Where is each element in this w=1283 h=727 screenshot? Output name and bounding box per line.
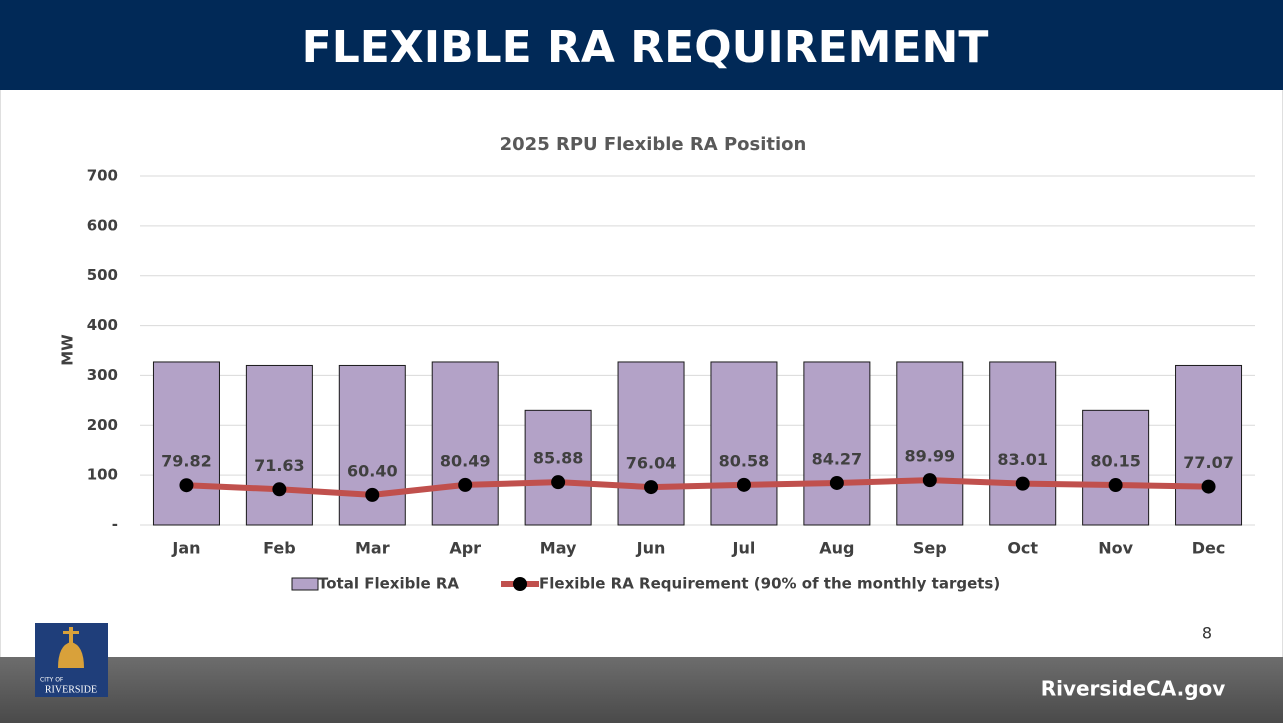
bar [1082,409,1150,526]
legend-marker [513,577,528,591]
data-label: 83.01 [997,450,1048,469]
logo-bell [58,642,84,668]
logo: CITY OF RIVERSIDE [35,623,108,697]
x-tick-label: Nov [1098,539,1133,558]
data-label: 80.58 [719,451,770,470]
line [186,477,1209,498]
line-marker [551,475,566,490]
y-tick-label: 100 [87,466,118,484]
legend-label: Flexible RA Requirement (90% of the mont… [539,575,1000,593]
line-marker [458,477,473,492]
bar [431,361,499,526]
legend-label: Total Flexible RA [318,575,459,593]
data-label: 71.63 [254,456,305,475]
data-label: 77.07 [1183,453,1234,472]
x-tick-label: Jan [171,539,200,558]
x-tick-label: Aug [819,539,854,558]
y-tick-label: 400 [87,316,118,334]
data-label: 85.88 [533,449,584,468]
data-label: 80.49 [440,451,491,470]
x-tick-label: Apr [449,539,481,558]
line-marker [1108,478,1123,493]
line-marker [736,477,751,492]
logo-text: CITY OF [40,677,64,684]
y-tick-label: 700 [87,167,118,185]
bar [710,361,778,526]
y-tick-label: 300 [87,366,118,384]
x-tick-label: Dec [1192,539,1226,558]
x-tick-label: Jun [636,539,666,558]
x-tick-label: Mar [355,539,390,558]
page-number: 8 [1202,624,1212,643]
chart-title: 2025 RPU Flexible RA Position [500,134,807,155]
line-marker [922,473,937,488]
bar [617,361,685,526]
data-label: 80.15 [1090,452,1141,471]
bar [152,361,220,526]
legend-swatch [291,577,319,591]
x-tick-label: May [540,539,577,558]
logo-cross [69,627,73,643]
data-label: 84.27 [812,449,863,468]
bar [896,361,964,526]
y-tick-label: 200 [87,416,118,434]
data-label: 60.40 [347,461,398,480]
line-marker [1015,476,1030,491]
x-tick-label: Oct [1007,539,1038,558]
y-tick-label: 500 [87,266,118,284]
line-marker [179,478,194,493]
line-marker [644,480,659,495]
bar [524,409,592,526]
footer-band [0,657,1283,723]
y-tick-label: 600 [87,216,118,234]
line-marker [829,475,844,490]
y-tick-label: - [112,516,118,534]
data-label: 89.99 [904,447,955,466]
bar [803,361,871,526]
slide-title: FLEXIBLE RA REQUIREMENT [302,22,989,73]
line-marker [272,482,287,497]
footer-site: RiversideCA.gov [1041,677,1226,701]
x-tick-label: Jul [732,539,756,558]
header-band [0,0,1283,90]
data-label: 76.04 [626,454,677,473]
x-tick-label: Feb [263,539,296,558]
bar [1175,364,1243,526]
x-tick-label: Sep [913,539,947,558]
data-label: 79.82 [161,452,212,471]
line-marker [365,487,380,502]
logo-text: RIVERSIDE [45,684,97,695]
logo-cross-bar [63,631,79,634]
y-axis-label: MW [59,334,77,366]
bar [989,361,1057,526]
line-marker [1201,479,1216,494]
bar [245,364,313,526]
